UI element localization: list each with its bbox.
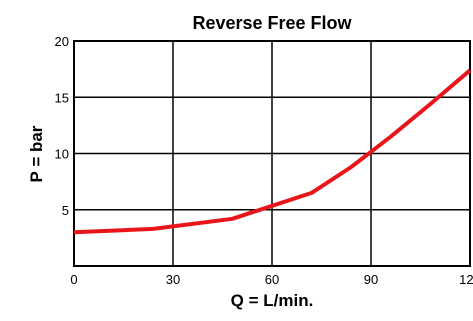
x-tick-label: 30	[166, 272, 180, 287]
series-line	[73, 68, 472, 235]
chart-title: Reverse Free Flow	[192, 13, 352, 33]
plot-frame	[73, 40, 471, 267]
y-tick-label: 20	[55, 34, 69, 49]
y-tick-label: 5	[62, 203, 69, 218]
x-tick-labels: 0 30 60 90 120	[70, 272, 473, 287]
y-tick-label: 15	[55, 90, 69, 105]
y-tick-label: 10	[55, 147, 69, 162]
y-tick-labels: 5 10 15 20	[55, 34, 69, 218]
y-axis-label: P = bar	[27, 125, 46, 182]
x-tick-label: 0	[70, 272, 77, 287]
x-tick-label: 120	[459, 272, 473, 287]
x-tick-label: 90	[364, 272, 378, 287]
x-tick-label: 60	[265, 272, 279, 287]
series-layer	[73, 68, 472, 235]
grid	[74, 41, 470, 266]
x-axis-label: Q = L/min.	[231, 291, 314, 310]
